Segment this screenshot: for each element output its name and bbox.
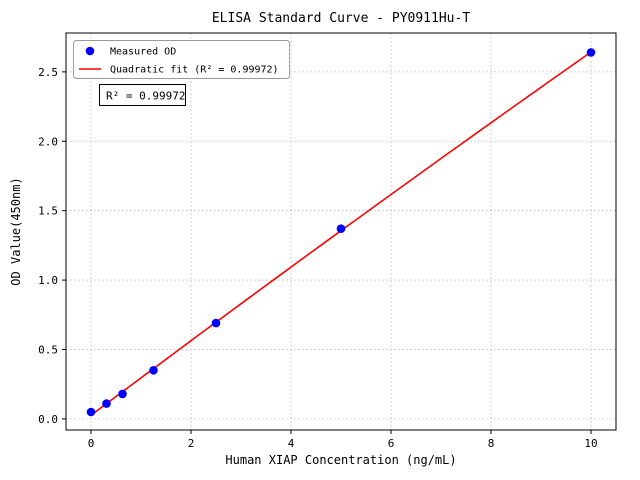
- measured-od-point: [211, 318, 221, 328]
- measured-od-point: [118, 389, 127, 399]
- legend-measured-od-marker: [85, 46, 95, 56]
- legend-box: [73, 40, 290, 79]
- y-tick-label: 1.0: [38, 274, 58, 287]
- x-tick-label: 6: [388, 437, 395, 450]
- y-axis-label: OD Value(450nm): [9, 177, 23, 285]
- x-tick-label: 2: [188, 437, 195, 450]
- y-tick-label: 2.5: [38, 66, 58, 79]
- annotation-text: R² = 0.99972: [106, 90, 185, 103]
- y-tick-label: 0.5: [38, 343, 58, 356]
- measured-od-point: [149, 366, 158, 375]
- x-tick-label: 0: [88, 437, 95, 450]
- legend-fit-label: Quadratic fit (R² = 0.99972): [110, 65, 279, 76]
- x-axis-label: Human XIAP Concentration (ng/mL): [225, 453, 456, 467]
- chart-title: ELISA Standard Curve - PY0911Hu-T: [212, 11, 470, 26]
- legend-measured-od-label: Measured OD: [110, 47, 176, 58]
- measured-od-point: [586, 48, 596, 57]
- r-squared-annotation: R² = 0.99972: [99, 84, 186, 106]
- y-tick-label: 2.0: [38, 135, 58, 148]
- x-tick-label: 4: [288, 437, 295, 450]
- legend: Measured OD Quadratic fit (R² = 0.99972): [73, 40, 290, 79]
- x-tick-label: 10: [584, 437, 597, 450]
- annotation-box: [99, 84, 186, 106]
- measured-od-point: [86, 407, 96, 417]
- measured-od-point: [102, 399, 111, 408]
- x-tick-label: 8: [488, 437, 495, 450]
- measured-od-point: [336, 224, 346, 233]
- y-tick-label: 1.5: [38, 205, 58, 218]
- y-tick-label: 0.0: [38, 413, 58, 426]
- plot-border: [65, 32, 617, 431]
